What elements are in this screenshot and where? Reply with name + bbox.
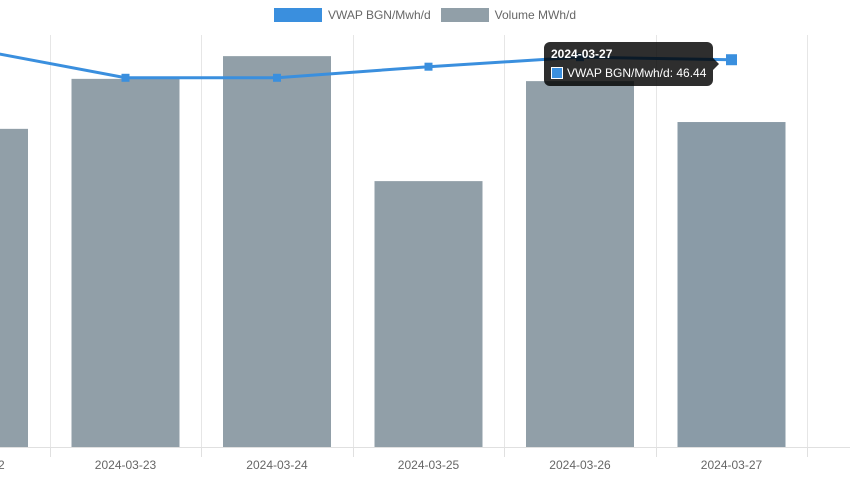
tooltip-caret — [713, 58, 720, 70]
tooltip: 2024-03-27 VWAP BGN/Mwh/d: 46.44 — [544, 42, 720, 86]
legend-item-vwap[interactable]: VWAP BGN/Mwh/d — [273, 8, 431, 22]
x-tick-label: 2024-03-26 — [549, 458, 611, 472]
volume-bars — [0, 56, 786, 447]
legend-item-volume[interactable]: Volume MWh/d — [440, 8, 577, 22]
tooltip-title: 2024-03-27 — [551, 47, 613, 61]
legend-swatch-vwap — [273, 8, 322, 22]
legend-swatch-volume — [440, 8, 489, 22]
legend: VWAP BGN/Mwh/d Volume MWh/d — [0, 8, 850, 22]
volume-bar — [223, 56, 331, 447]
x-tick-label: 2024-03-23 — [95, 458, 157, 472]
vwap-point — [273, 73, 281, 82]
x-axis: 2024-03-22 2024-03-23 2024-03-24 2024-03-25… — [0, 447, 808, 472]
vwap-point — [726, 54, 737, 66]
volume-bar — [526, 81, 634, 447]
volume-bar — [71, 78, 180, 447]
tooltip-row: VWAP BGN/Mwh/d: 46.44 — [551, 66, 706, 80]
volume-bar — [0, 128, 28, 447]
legend-label-vwap: VWAP BGN/Mwh/d — [327, 8, 431, 22]
x-tick-label: 2024-03-22 — [0, 458, 5, 472]
legend-label-volume: Volume MWh/d — [494, 8, 577, 22]
vwap-point — [424, 62, 433, 71]
tooltip-swatch — [551, 67, 563, 79]
volume-bar — [677, 122, 786, 447]
vwap-point — [121, 73, 130, 82]
x-tick-label: 2024-03-24 — [246, 458, 308, 472]
x-tick-label: 2024-03-27 — [701, 458, 763, 472]
x-tick-label: 2024-03-25 — [398, 458, 460, 472]
volume-bar — [374, 181, 483, 447]
tooltip-label: VWAP BGN/Mwh/d: 46.44 — [567, 66, 707, 80]
grid-lines — [0, 35, 850, 457]
